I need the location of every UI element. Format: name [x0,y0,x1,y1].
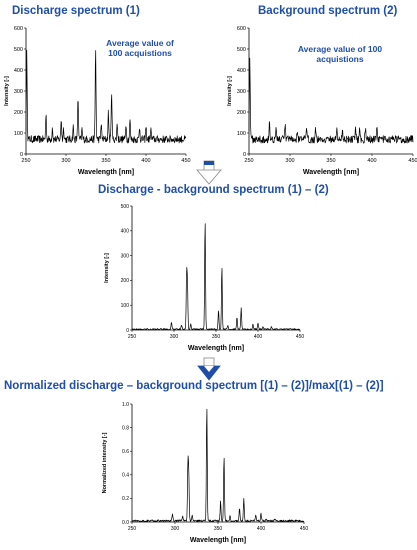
normalized-spectrum-title: Normalized discharge – background spectr… [4,380,384,392]
y-tick-label: 100 [121,303,130,309]
y-axis-label: Intensity [-] [104,253,110,283]
x-axis-label: Wavelength [nm] [188,345,244,352]
y-tick-label: 600 [14,26,23,32]
difference-spectrum-chart: 0 100 200 300 400 500 250 300 350 400 450 Wavelengt… [100,200,310,358]
x-axis-label: Wavelength [nm] [78,169,134,176]
x-tick-label: 400 [254,334,263,340]
normalized-spectrum-chart: 0.0 0.2 0.4 0.6 0.8 1.0 250 300 350 400 450 Wavelen… [98,398,312,548]
discharge-spectrum-plot: 0 100 200 300 400 500 600 250 300 350 400 450 Wavele… [4,26,191,176]
x-tick-label: 300 [171,526,180,532]
y-tick-label: 500 [121,204,130,210]
y-tick-label: 300 [121,253,130,259]
difference-spectrum-plot: 0 100 200 300 400 500 250 300 350 400 450 Wavelengt… [104,204,305,352]
y-tick-label: 0 [243,152,246,158]
x-tick-label: 450 [408,158,417,164]
y-tick-label: 500 [237,47,246,53]
x-tick-label: 400 [257,526,266,532]
x-axis-label: Wavelength [nm] [303,169,359,176]
x-tick-label: 350 [214,526,223,532]
x-tick-label: 400 [141,158,150,164]
background-average-note: Average value of 100 acquistions [297,44,383,64]
spectrum-series-line [25,49,187,144]
discharge-spectrum-chart: 0 100 200 300 400 500 600 250 300 350 400 450 Wavele… [0,24,191,190]
x-tick-label: 400 [367,158,376,164]
x-tick-label: 300 [61,158,70,164]
x-tick-label: 350 [101,158,110,164]
x-tick-label: 450 [300,526,309,532]
x-tick-label: 250 [21,158,30,164]
spectrum-series-line [248,57,414,144]
difference-spectrum-title: Discharge - background spectrum (1) – (2… [98,184,329,196]
x-tick-label: 450 [181,158,190,164]
y-tick-label: 300 [237,89,246,95]
x-tick-label: 250 [128,334,137,340]
discharge-average-note: Average value of 100 acquistions [106,38,174,58]
y-tick-label: 1.0 [122,402,129,408]
y-tick-label: 600 [237,26,246,32]
y-tick-label: 0 [126,328,129,334]
background-spectrum-title: Background spectrum (2) [258,5,398,17]
y-tick-label: 0.4 [122,473,129,479]
background-spectrum-chart: 0 100 200 300 400 500 600 250 300 350 400 450 Wavele… [223,24,417,190]
y-axis-label: Intensity [-] [227,76,233,106]
x-axis-label: Wavelength [nm] [190,537,246,544]
discharge-spectrum-title: Discharge spectrum (1) [12,5,140,17]
background-spectrum-plot: 0 100 200 300 400 500 600 250 300 350 400 450 Wavele… [227,26,417,176]
y-tick-label: 200 [14,110,23,116]
y-axis-label: Intensity [-] [4,76,10,106]
y-tick-label: 100 [14,131,23,137]
x-tick-label: 350 [326,158,335,164]
y-tick-label: 200 [121,278,130,284]
down-arrow-icon [197,357,221,381]
y-tick-label: 400 [237,68,246,74]
x-tick-label: 300 [170,334,179,340]
x-tick-label: 250 [128,526,137,532]
y-tick-label: 500 [14,47,23,53]
y-tick-label: 0 [20,152,23,158]
y-tick-label: 400 [121,229,130,235]
x-tick-label: 300 [285,158,294,164]
y-tick-label: 300 [14,89,23,95]
normalized-spectrum-plot: 0.0 0.2 0.4 0.6 0.8 1.0 250 300 350 400 450 Wavelen… [102,402,309,544]
spectrum-series-line [131,223,301,331]
y-axis-label: Normalized intensity [-] [102,432,108,493]
x-tick-label: 250 [244,158,253,164]
y-tick-label: 400 [14,68,23,74]
y-tick-label: 0.6 [122,449,129,455]
y-tick-label: 0.0 [122,520,129,526]
y-tick-label: 0.2 [122,496,129,502]
spectrum-series-line [131,408,305,523]
x-tick-label: 450 [296,334,305,340]
y-tick-label: 100 [237,131,246,137]
down-arrow-icon [196,160,222,185]
y-tick-label: 0.8 [122,425,129,431]
y-tick-label: 200 [237,110,246,116]
x-tick-label: 350 [212,334,221,340]
